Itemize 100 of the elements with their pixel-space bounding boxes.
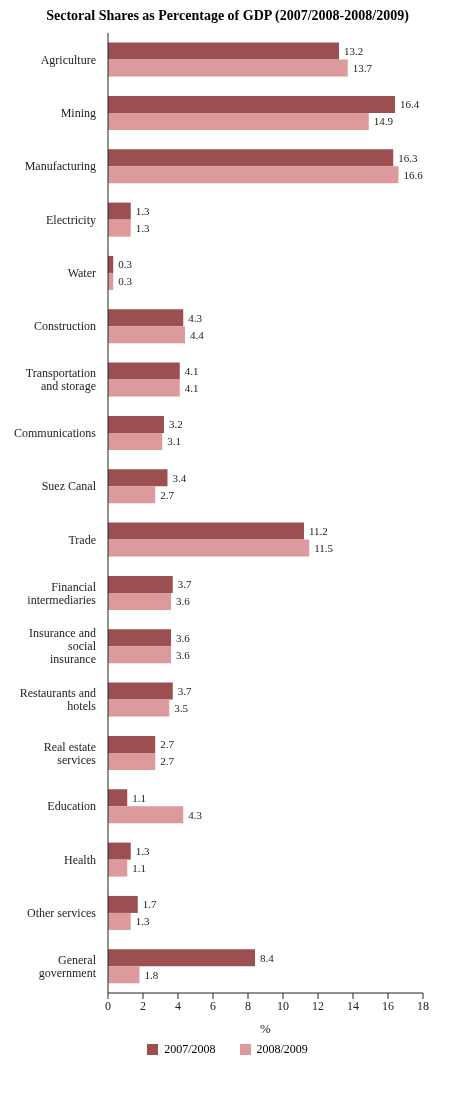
data-label: 1.8 [144,968,159,981]
bar [108,379,180,397]
data-label: 4.4 [190,328,205,341]
bar [108,789,128,807]
data-label: 1.1 [132,862,146,875]
y-tick-label: Communications [14,426,97,440]
data-label: 3.5 [174,702,189,715]
y-tick-label: Transportation and storage [25,366,96,394]
bar [108,202,131,220]
y-tick-label: Real estate services [43,739,97,767]
data-label: 1.3 [135,222,150,235]
x-tick-label: 4 [175,998,181,1013]
bar [108,95,395,113]
data-label: 13.2 [344,45,364,58]
bar [108,895,138,913]
y-tick-label: Trade [68,532,96,547]
bar [108,949,255,967]
data-label: 3.1 [167,435,181,448]
data-label: 1.3 [135,845,150,858]
y-tick-label: Education [47,799,96,814]
data-label: 1.7 [142,898,157,911]
data-label: 3.4 [172,471,187,484]
bar [108,806,184,824]
bar [108,842,131,860]
data-label: 0.3 [118,258,133,271]
y-tick-label: Health [64,852,96,867]
bar [108,575,173,593]
y-tick-label: Restaurants and hotels [19,686,97,714]
data-label: 3.7 [177,685,192,698]
y-tick-label: Insurance and social insurance [29,626,97,667]
bar [108,309,184,327]
data-label: 1.1 [132,791,146,804]
x-tick-label: 14 [347,998,359,1013]
x-tick-label: 0 [105,998,111,1013]
bar [108,699,170,717]
bar [108,859,128,877]
bar [108,522,304,540]
bar [108,415,164,433]
data-label: 3.6 [176,595,191,608]
bar [108,432,163,450]
chart-title: Sectoral Shares as Percentage of GDP (2007/2008-2008/2009) [45,8,410,24]
bar [108,219,131,237]
bar [108,42,339,60]
data-label: 4.3 [188,808,203,821]
y-tick-label: Water [67,266,96,280]
data-label: 3.7 [177,578,192,591]
bar [108,539,310,557]
bar [108,592,171,610]
x-tick-label: 8 [245,998,251,1013]
data-label: 11.5 [314,542,334,555]
data-label: 0.3 [118,275,133,288]
bar [108,912,131,930]
y-tick-label: General government [38,952,97,980]
bar [108,735,156,753]
y-tick-label: Other services [27,906,97,920]
bar [108,752,156,770]
data-label: 11.2 [309,525,328,538]
x-tick-label: 10 [277,998,289,1013]
data-label: 1.3 [135,915,150,928]
y-tick-label: Suez Canal [41,479,97,494]
bar [108,682,173,700]
data-label: 3.2 [169,418,183,431]
x-axis-title: % [260,1021,272,1036]
x-tick-label: 18 [417,998,429,1013]
data-label: 16.3 [398,151,418,164]
bar [108,486,156,504]
bar [108,112,369,130]
bar [108,149,394,167]
bar [108,326,185,344]
data-label: 14.9 [373,115,394,128]
y-tick-label: Construction [34,319,96,334]
data-label: 8.4 [260,951,275,964]
bar [108,362,180,380]
data-label: 16.4 [400,98,420,111]
data-label: 4.3 [188,311,203,324]
y-tick-label: Agriculture [40,52,96,67]
bar [108,59,348,77]
x-tick-label: 12 [312,998,324,1013]
x-tick-label: 6 [210,998,216,1013]
data-label: 3.6 [176,631,191,644]
data-label: 2.7 [160,755,175,768]
data-label: 4.1 [184,365,199,378]
data-label: 13.7 [352,62,373,74]
bar [108,469,168,487]
x-tick-label: 2 [140,998,146,1013]
bar [108,629,171,647]
data-label: 3.6 [176,648,191,661]
bar [108,646,171,664]
bar [108,166,399,184]
bar [108,966,140,984]
data-label: 4.1 [184,382,199,395]
data-label: 2.7 [160,738,175,751]
data-label: 16.6 [403,168,424,181]
x-tick-label: 16 [382,998,394,1013]
legend-label: 2007/2008 [164,1042,216,1057]
y-tick-label: Electricity [46,212,96,227]
y-tick-label: Manufacturing [24,159,96,174]
data-label: 2.7 [160,488,175,501]
legend-label: 2008/2009 [256,1042,308,1057]
data-label: 1.3 [135,205,150,218]
